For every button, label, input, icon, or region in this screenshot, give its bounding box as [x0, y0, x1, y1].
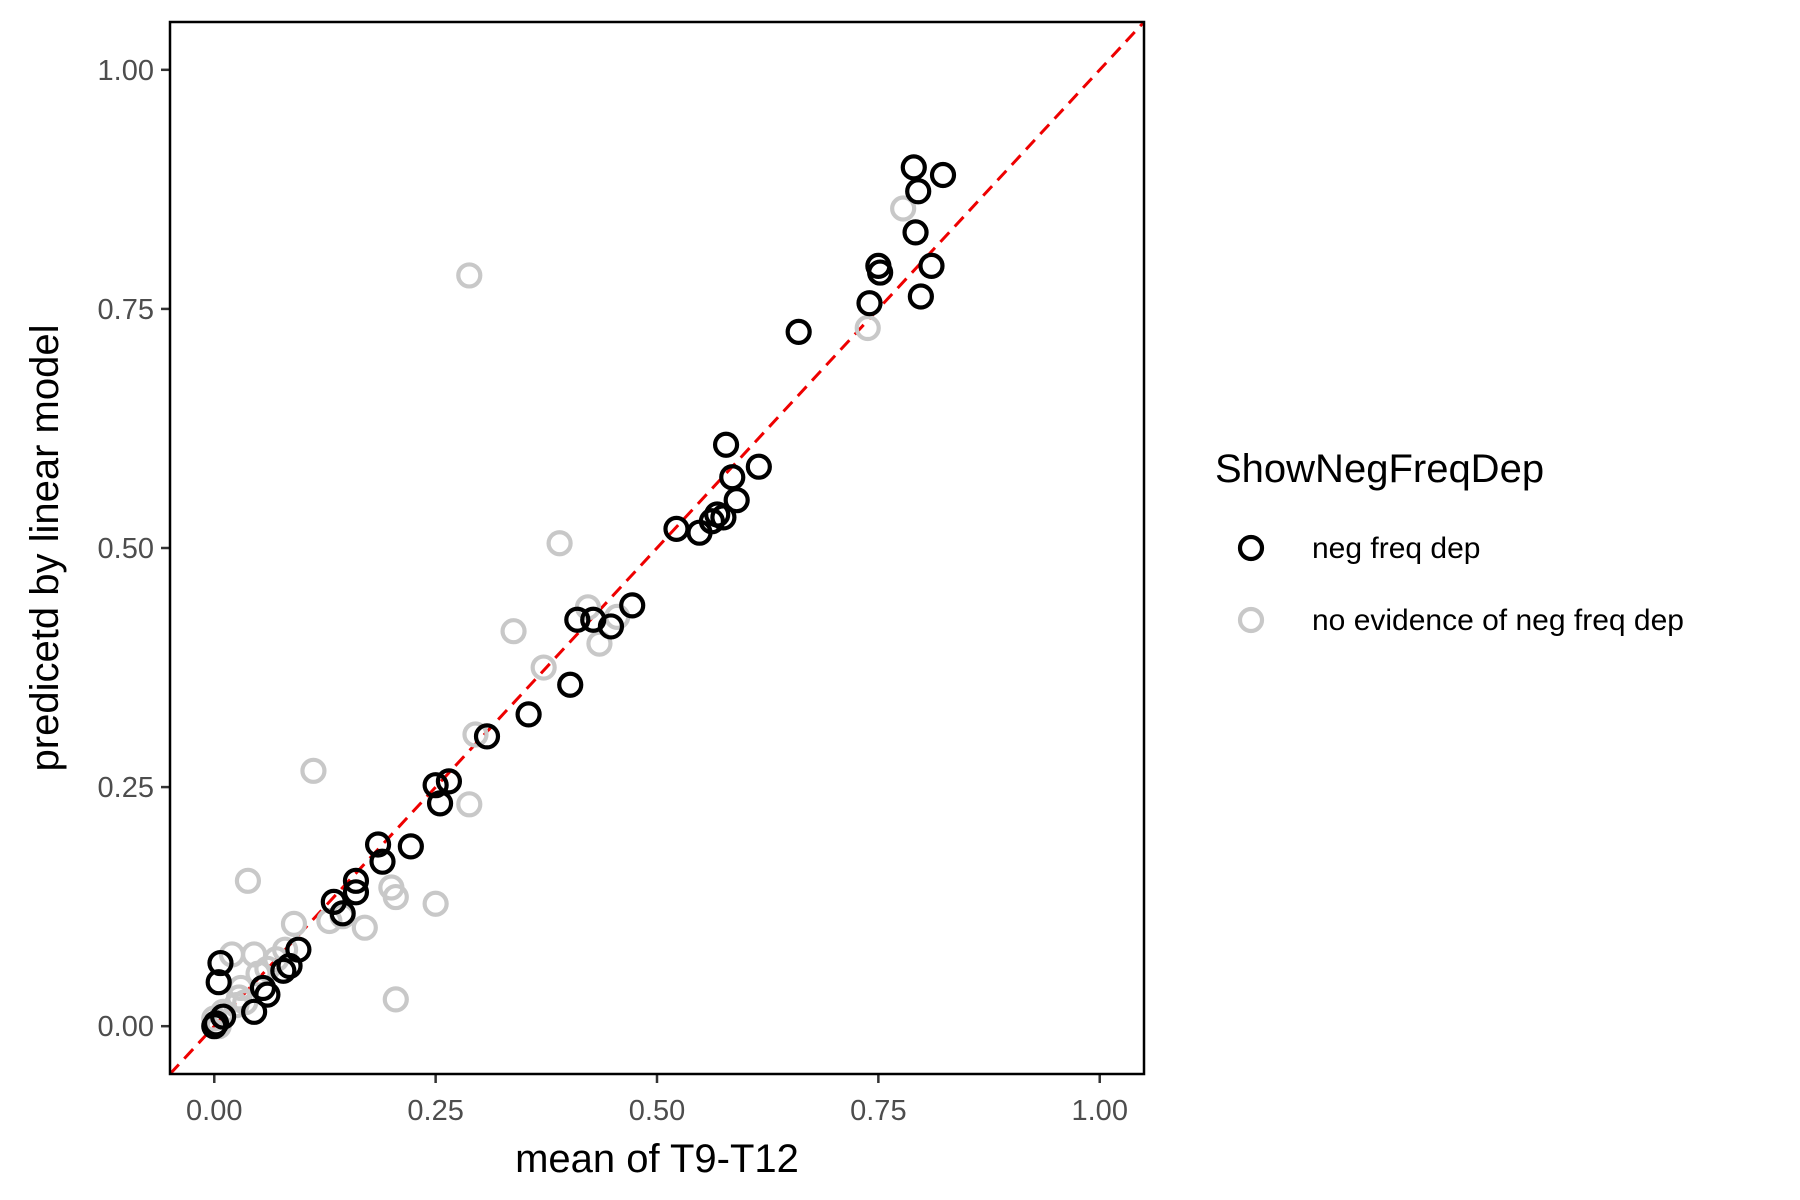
x-axis-title: mean of T9-T12	[515, 1137, 799, 1181]
data-point	[300, 757, 327, 784]
data-point	[867, 259, 894, 286]
x-axis: 0.00 0.25 0.50 0.75 1.00	[186, 1074, 1128, 1127]
data-point	[712, 431, 740, 458]
data-point	[369, 848, 396, 875]
data-point	[698, 508, 725, 535]
y-axis-title: predicetd by linear model	[23, 325, 67, 772]
data-point	[929, 161, 957, 189]
data-point	[854, 314, 881, 342]
legend-title: ShowNegFreqDep	[1215, 447, 1544, 491]
identity-reference-line	[170, 22, 1144, 1074]
data-point	[546, 530, 573, 557]
data-point	[280, 910, 308, 937]
data-point	[270, 957, 297, 984]
x-tick-label: 0.00	[186, 1095, 242, 1127]
data-point	[918, 252, 945, 279]
x-tick-label: 0.50	[629, 1095, 685, 1127]
data-point	[342, 879, 370, 906]
data-point	[435, 768, 463, 795]
data-point	[285, 936, 312, 963]
plot-panel-border	[168, 20, 1146, 1076]
x-tick-label: 0.25	[407, 1095, 463, 1127]
data-point	[456, 262, 483, 289]
legend-item-no-evidence: no evidence of neg freq dep	[1237, 604, 1684, 637]
data-point	[473, 723, 501, 750]
data-point	[422, 890, 449, 917]
data-point	[619, 592, 646, 619]
data-point	[564, 606, 591, 633]
data-point	[907, 283, 934, 310]
data-point	[530, 654, 557, 681]
x-tick-label: 1.00	[1072, 1095, 1128, 1127]
data-point	[785, 318, 812, 345]
data-point	[342, 867, 370, 894]
data-point	[397, 833, 424, 860]
data-point	[902, 219, 929, 246]
y-tick-label: 0.00	[98, 1011, 154, 1043]
legend-item-neg-freq-dep: neg freq dep	[1237, 532, 1480, 565]
data-point	[205, 969, 232, 996]
data-point	[456, 791, 483, 818]
data-point	[241, 998, 268, 1025]
data-point	[382, 986, 409, 1013]
data-point	[515, 701, 542, 728]
y-tick-label: 0.50	[98, 533, 154, 565]
legend-key-no-evidence	[1237, 606, 1265, 634]
data-point	[462, 721, 489, 748]
series-neg-freq-dep	[201, 154, 957, 1040]
points-layer	[201, 154, 957, 1040]
data-point	[890, 195, 917, 222]
legend-label-neg-freq-dep: neg freq dep	[1312, 532, 1480, 565]
data-point	[597, 613, 625, 640]
data-point	[329, 900, 356, 927]
data-point	[723, 487, 750, 514]
data-point	[202, 1010, 230, 1037]
data-point	[207, 949, 234, 977]
data-point	[905, 178, 932, 205]
data-point	[900, 154, 927, 181]
data-point	[745, 453, 772, 480]
x-tick-label: 0.75	[850, 1095, 906, 1127]
y-tick-label: 0.75	[98, 294, 154, 326]
data-point	[422, 772, 449, 799]
y-tick-label: 1.00	[98, 55, 154, 87]
data-point	[856, 290, 883, 317]
data-point	[351, 914, 378, 941]
legend-key-neg-freq-dep	[1237, 534, 1265, 562]
data-point	[225, 984, 253, 1011]
legend: ShowNegFreqDep neg freq dep no evidence …	[1215, 447, 1684, 637]
data-point	[254, 981, 281, 1008]
y-tick-label: 0.25	[98, 772, 154, 804]
data-point	[426, 790, 454, 817]
reference-line-layer	[170, 22, 1144, 1074]
data-point	[500, 618, 527, 645]
data-point	[557, 671, 584, 698]
data-point	[710, 504, 737, 531]
y-axis: 0.00 0.25 0.50 0.75 1.00	[98, 55, 170, 1043]
legend-label-no-evidence: no evidence of neg freq dep	[1312, 604, 1684, 637]
data-point	[382, 883, 409, 911]
data-point	[210, 1003, 237, 1030]
data-point	[364, 831, 392, 858]
data-point	[234, 867, 262, 894]
